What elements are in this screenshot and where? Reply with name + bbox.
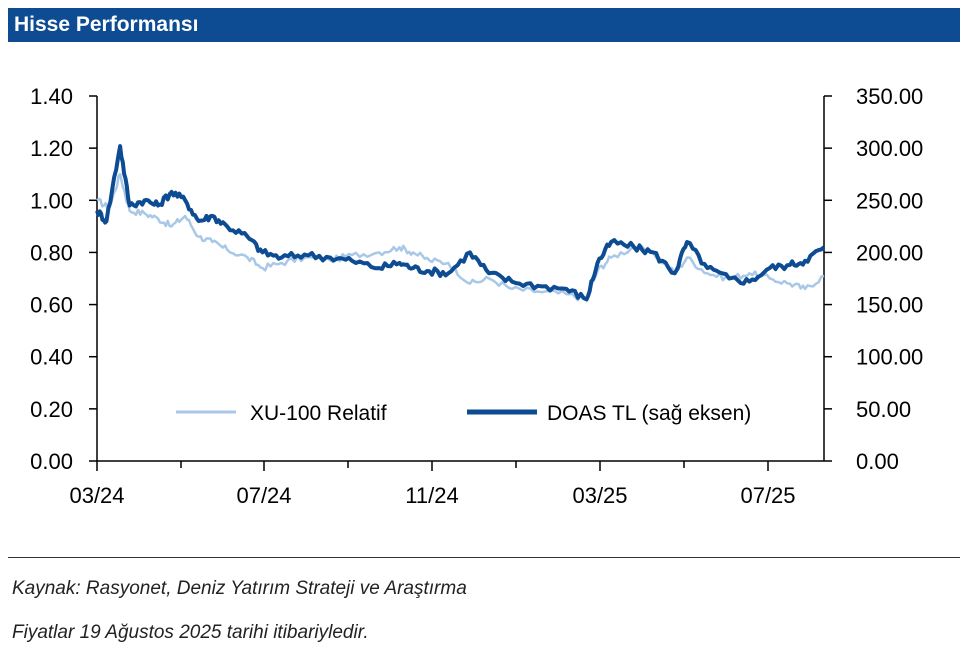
right-y-tick-label: 50.00	[856, 397, 911, 422]
right-y-tick-label: 0.00	[856, 449, 899, 474]
left-y-tick-label: 0.20	[30, 397, 73, 422]
right-y-tick-label: 350.00	[856, 84, 923, 109]
left-y-tick-label: 0.60	[30, 293, 73, 318]
x-tick-label: 07/24	[236, 483, 291, 508]
footer-divider	[8, 557, 960, 558]
chart-axes: 0.00 0.20 0.40 0.60 0.80 1.00 1.20 1.40 0.00 50.0…	[30, 84, 923, 508]
series-line-doas-tl	[95, 144, 826, 302]
left-y-tick-label: 1.00	[30, 188, 73, 213]
right-y-tick-label: 100.00	[856, 345, 923, 370]
series-line-xu100-relatif	[96, 172, 825, 302]
legend-label: DOAS TL (sağ eksen)	[547, 402, 751, 425]
left-y-tick-label: 1.40	[30, 84, 73, 109]
right-y-tick-label: 200.00	[856, 240, 923, 265]
chart-title: Hisse Performansı	[14, 13, 199, 36]
legend-label: XU-100 Relatif	[250, 402, 387, 425]
source-note: Kaynak: Rasyonet, Deniz Yatırım Strateji…	[12, 578, 467, 599]
x-tick-label: 03/24	[69, 483, 124, 508]
right-y-tick-label: 300.00	[856, 136, 923, 161]
left-y-tick-label: 0.80	[30, 240, 73, 265]
right-y-tick-label: 150.00	[856, 293, 923, 318]
date-note: Fiyatlar 19 Ağustos 2025 tarihi itibariy…	[12, 622, 369, 643]
right-y-tick-label: 250.00	[856, 188, 923, 213]
left-y-tick-label: 0.40	[30, 345, 73, 370]
x-tick-label: 07/25	[740, 483, 795, 508]
x-tick-label: 11/24	[405, 483, 458, 508]
chart-header: Hisse Performansı	[8, 8, 960, 42]
x-tick-label: 03/25	[572, 483, 627, 508]
chart-legend: XU-100 Relatif DOAS TL (sağ eksen)	[176, 402, 751, 425]
stock-performance-chart: 0.00 0.20 0.40 0.60 0.80 1.00 1.20 1.40 0.00 50.0…	[30, 84, 923, 508]
series-layer	[95, 144, 826, 302]
left-y-tick-label: 0.00	[30, 449, 73, 474]
left-y-tick-label: 1.20	[30, 136, 73, 161]
